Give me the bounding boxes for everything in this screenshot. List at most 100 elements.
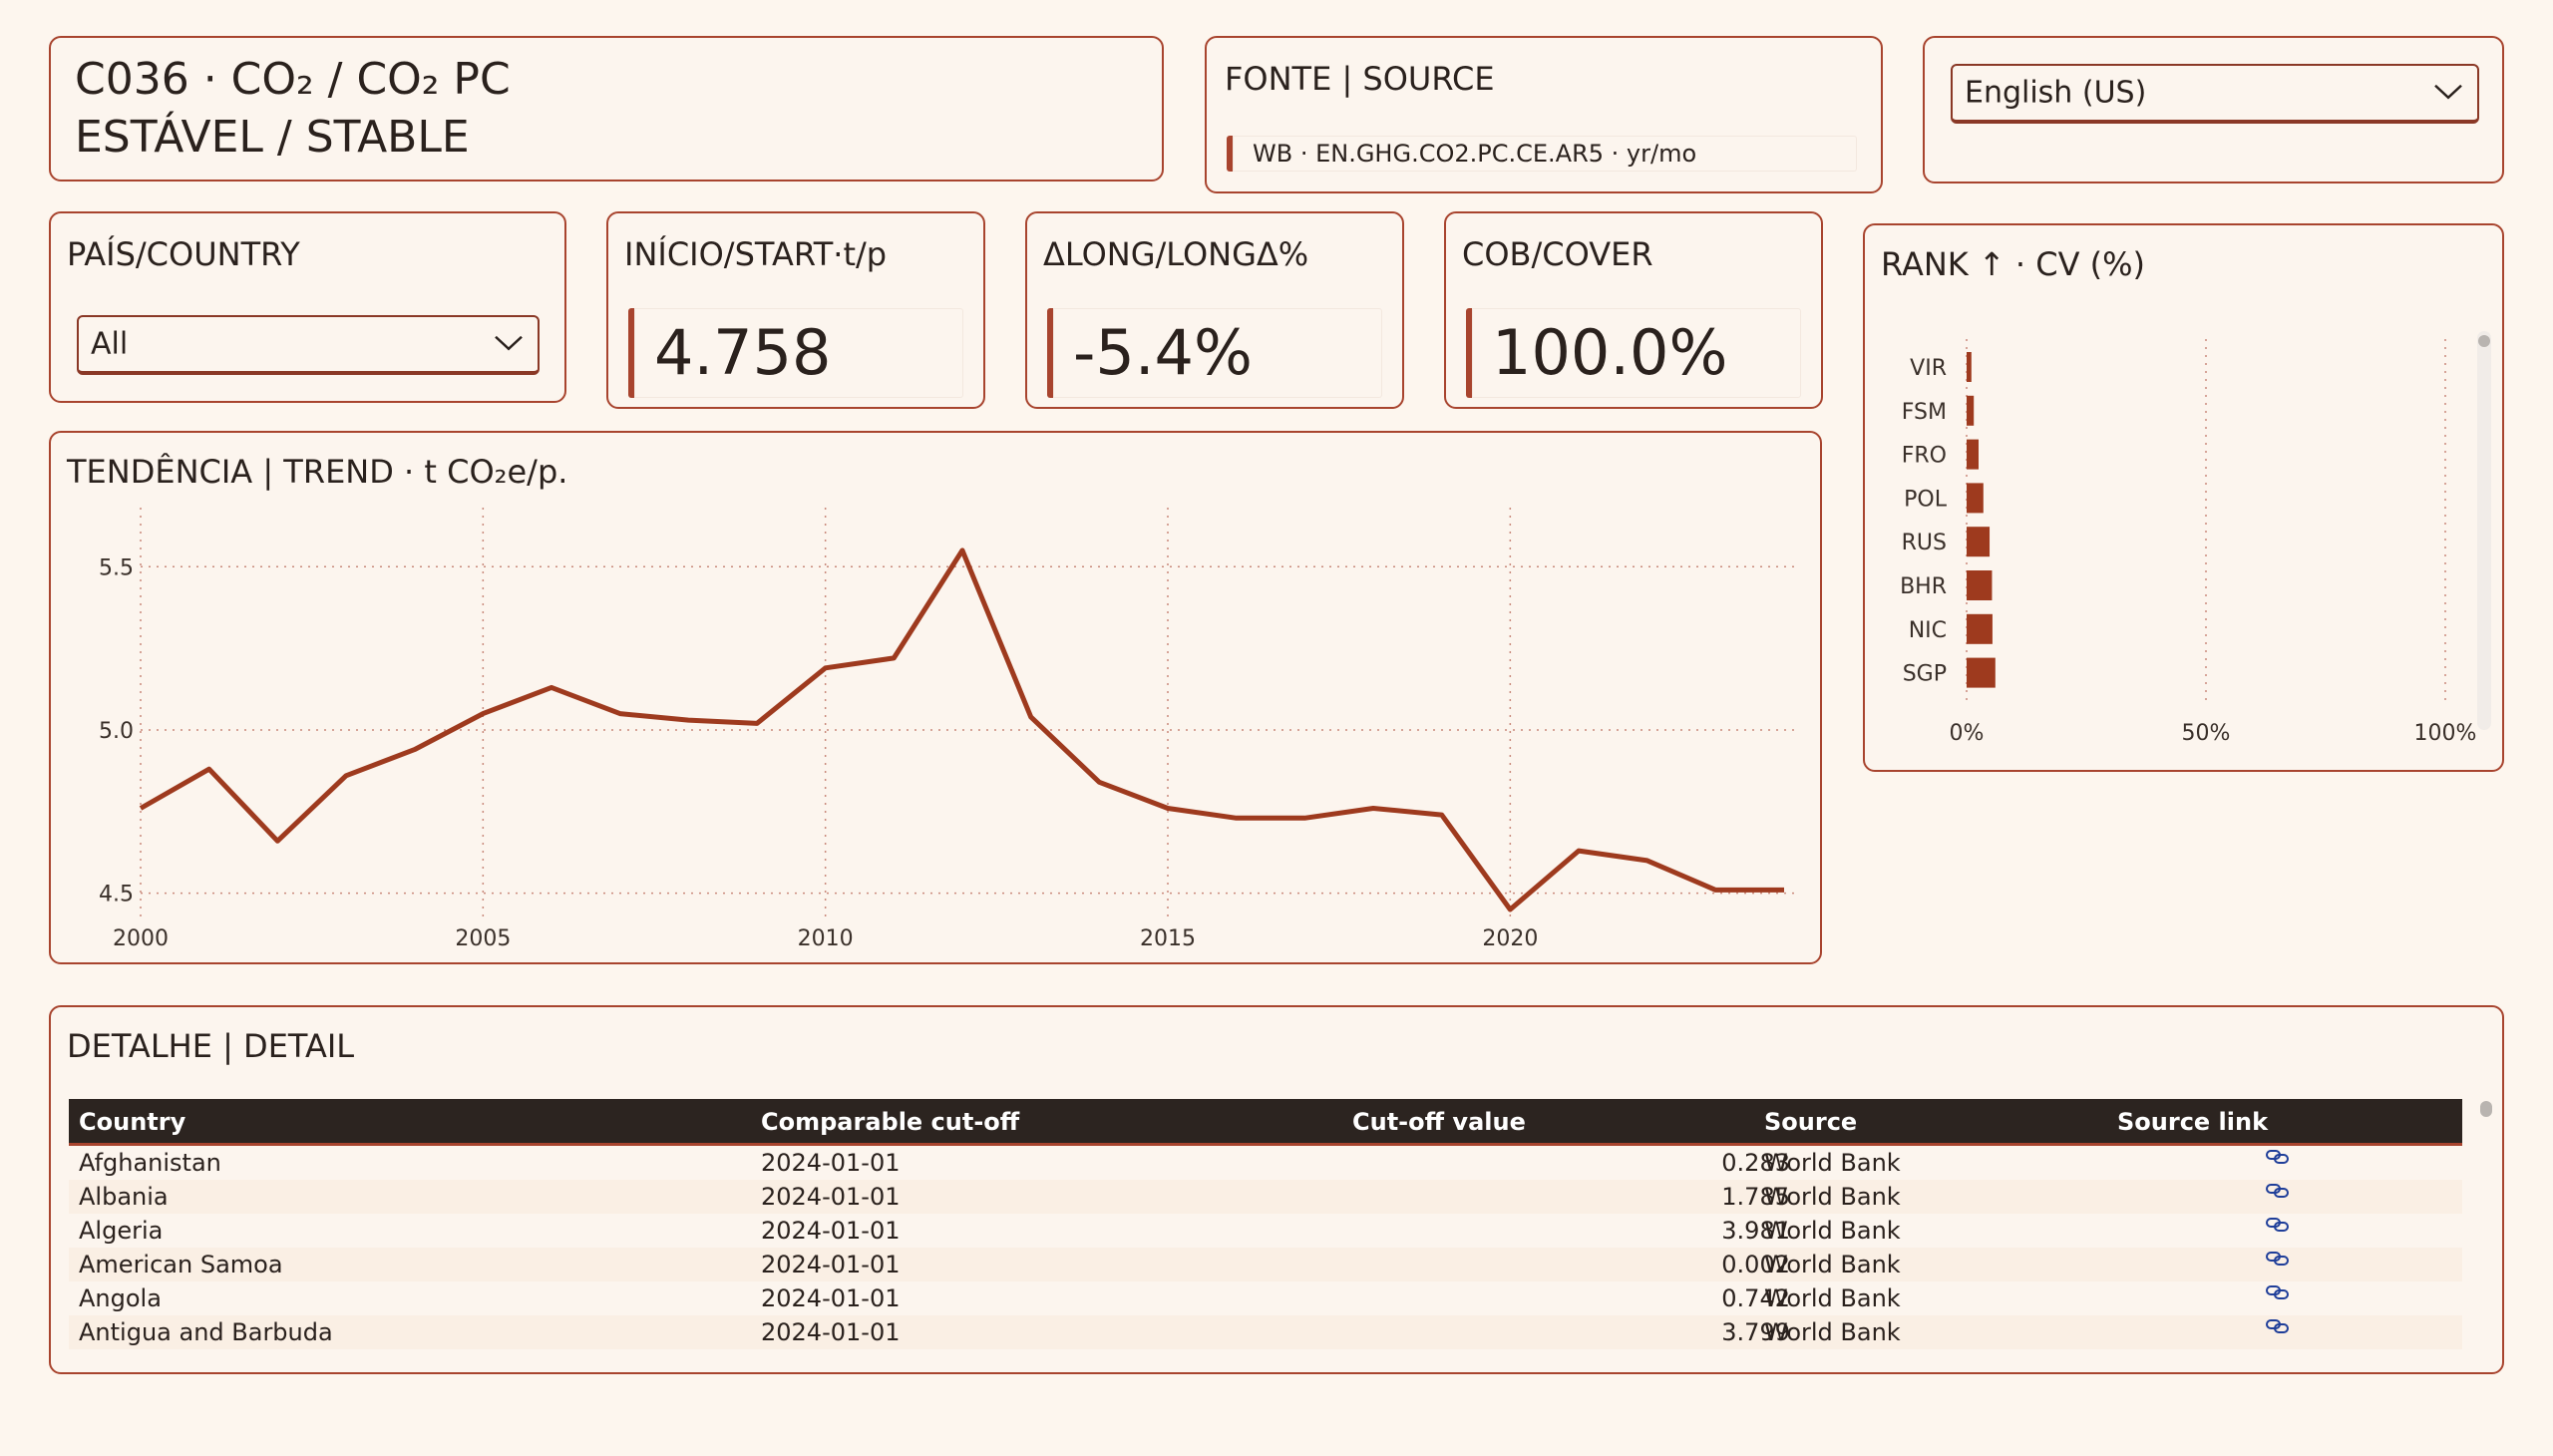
title-card: C036 · CO₂ / CO₂ PC ESTÁVEL / STABLE: [49, 36, 1164, 182]
cell-value: 0.002: [1721, 1251, 1790, 1278]
category-label: NIC: [1909, 618, 1947, 643]
rank-chart: 0% 50% 100% VIR FSM FRO POL RUS BHR NIC SGP: [1900, 331, 2491, 746]
y-tick-label: 5.0: [99, 719, 134, 744]
page-title: C036 · CO₂ / CO₂ PC: [75, 54, 511, 105]
category-label: SGP: [1903, 662, 1947, 687]
country-filter-title: PAÍS/COUNTRY: [67, 235, 300, 273]
rank-bar[interactable]: [1967, 483, 1984, 514]
kpi-value-cover: 100.0%: [1466, 308, 1801, 398]
trend-chart-title: TENDÊNCIA | TREND · t CO₂e/p.: [67, 453, 568, 491]
language-card: English (US): [1923, 36, 2504, 183]
column-header-source[interactable]: Source: [1764, 1108, 1858, 1136]
category-label: BHR: [1900, 574, 1947, 599]
link-icon[interactable]: [2265, 1214, 2291, 1241]
source-value: WB · EN.GHG.CO2.PC.CE.AR5 · yr/mo: [1227, 136, 1857, 172]
column-header-cutoff[interactable]: Comparable cut-off: [761, 1108, 1020, 1136]
x-tick-label: 100%: [2414, 721, 2477, 746]
x-tick-label: 2010: [798, 926, 854, 951]
kpi-card-longdelta: ΔLONG/LONGΔ% -5.4%: [1025, 211, 1404, 409]
table-row[interactable]: Antigua and Barbuda 2024-01-01 3.799 World …: [69, 1315, 2462, 1349]
cell-source: World Bank: [1764, 1318, 1901, 1346]
table-row[interactable]: Albania 2024-01-01 1.785 World Bank: [69, 1180, 2462, 1214]
link-icon[interactable]: [2265, 1146, 2291, 1173]
cell-source: World Bank: [1764, 1149, 1901, 1177]
rank-bar[interactable]: [1967, 613, 1993, 644]
cell-source: World Bank: [1764, 1217, 1901, 1245]
page-subtitle: ESTÁVEL / STABLE: [75, 112, 470, 163]
x-tick-label: 2005: [455, 926, 511, 951]
x-tick-label: 2015: [1140, 926, 1196, 951]
link-icon[interactable]: [2265, 1248, 2291, 1274]
table-scrollbar[interactable]: [2480, 1101, 2492, 1117]
table-header: Country Comparable cut-off Cut-off value…: [69, 1099, 2462, 1146]
column-header-country[interactable]: Country: [79, 1108, 186, 1136]
link-icon[interactable]: [2265, 1281, 2291, 1308]
country-dropdown[interactable]: All: [77, 315, 540, 375]
language-dropdown[interactable]: English (US): [1951, 64, 2479, 124]
table-row[interactable]: American Samoa 2024-01-01 0.002 World Bank: [69, 1248, 2462, 1281]
table-row[interactable]: Angola 2024-01-01 0.742 World Bank: [69, 1281, 2462, 1315]
kpi-title-longdelta: ΔLONG/LONGΔ%: [1043, 235, 1309, 273]
table-row[interactable]: Afghanistan 2024-01-01 0.283 World Bank: [69, 1146, 2462, 1180]
column-header-value[interactable]: Cut-off value: [1352, 1108, 1526, 1136]
rank-bar[interactable]: [1967, 352, 1972, 382]
category-label: VIR: [1910, 356, 1947, 381]
source-card: FONTE | SOURCE WB · EN.GHG.CO2.PC.CE.AR5…: [1205, 36, 1883, 193]
link-icon[interactable]: [2265, 1180, 2291, 1207]
cell-cutoff: 2024-01-01: [761, 1284, 901, 1312]
rank-chart-title: RANK ↑ · CV (%): [1881, 245, 2146, 283]
country-selected: All: [91, 326, 129, 362]
rank-scrollbar-thumb[interactable]: [2478, 335, 2490, 347]
rank-chart-card: RANK ↑ · CV (%) 0% 50% 100% VIR FSM FRO POL RUS…: [1863, 223, 2504, 772]
cell-country: Angola: [79, 1284, 162, 1312]
cell-country: Afghanistan: [79, 1149, 221, 1177]
trend-chart-card: TENDÊNCIA | TREND · t CO₂e/p. 4.5 5.0 5.5 2…: [49, 431, 1822, 964]
language-selected: English (US): [1965, 75, 2147, 111]
table-body: Afghanistan 2024-01-01 0.283 World Bank Alba…: [69, 1146, 2462, 1349]
x-tick-label: 2000: [113, 926, 169, 951]
trend-chart: 4.5 5.0 5.5 2000 2005 2010 2015 2020: [99, 508, 1798, 951]
rank-bar[interactable]: [1967, 527, 1991, 557]
chevron-down-icon: [2433, 74, 2463, 109]
cell-cutoff: 2024-01-01: [761, 1251, 901, 1278]
cell-value: 0.742: [1721, 1284, 1790, 1312]
rank-scrollbar-track[interactable]: [2477, 331, 2491, 730]
kpi-card-cover: COB/COVER 100.0%: [1444, 211, 1823, 409]
cell-country: Antigua and Barbuda: [79, 1318, 333, 1346]
column-header-source-link[interactable]: Source link: [2117, 1108, 2269, 1136]
y-tick-label: 4.5: [99, 883, 134, 908]
source-title: FONTE | SOURCE: [1225, 60, 1495, 98]
cell-cutoff: 2024-01-01: [761, 1149, 901, 1177]
link-icon[interactable]: [2265, 1315, 2291, 1342]
cell-value: 1.785: [1721, 1183, 1790, 1211]
rank-bar[interactable]: [1967, 439, 1979, 470]
kpi-title-start: INÍCIO/START·t/p: [624, 235, 888, 273]
cell-value: 3.981: [1721, 1217, 1790, 1245]
trend-series-line: [139, 547, 1784, 912]
cell-value: 0.283: [1721, 1149, 1790, 1177]
rank-bar[interactable]: [1967, 570, 1993, 600]
y-tick-label: 5.5: [99, 555, 134, 580]
category-label: FRO: [1902, 444, 1947, 469]
kpi-value-start: 4.758: [628, 308, 963, 398]
cell-cutoff: 2024-01-01: [761, 1183, 901, 1211]
cell-source: World Bank: [1764, 1183, 1901, 1211]
cell-value: 3.799: [1721, 1318, 1790, 1346]
category-label: RUS: [1902, 531, 1947, 555]
detail-title: DETALHE | DETAIL: [67, 1027, 355, 1065]
country-filter-card: PAÍS/COUNTRY All: [49, 211, 566, 403]
x-tick-label: 2020: [1482, 926, 1538, 951]
rank-bar[interactable]: [1967, 395, 1975, 426]
rank-bar[interactable]: [1967, 657, 1996, 688]
table-row[interactable]: Algeria 2024-01-01 3.981 World Bank: [69, 1214, 2462, 1248]
category-label: FSM: [1902, 400, 1947, 425]
x-tick-label: 0%: [1950, 721, 1985, 746]
chevron-down-icon: [494, 325, 524, 360]
cell-source: World Bank: [1764, 1284, 1901, 1312]
category-label: POL: [1904, 487, 1948, 512]
detail-table: Country Comparable cut-off Cut-off value…: [69, 1099, 2462, 1349]
kpi-value-longdelta: -5.4%: [1047, 308, 1382, 398]
kpi-card-start: INÍCIO/START·t/p 4.758: [606, 211, 985, 409]
cell-cutoff: 2024-01-01: [761, 1217, 901, 1245]
kpi-title-cover: COB/COVER: [1462, 235, 1653, 273]
